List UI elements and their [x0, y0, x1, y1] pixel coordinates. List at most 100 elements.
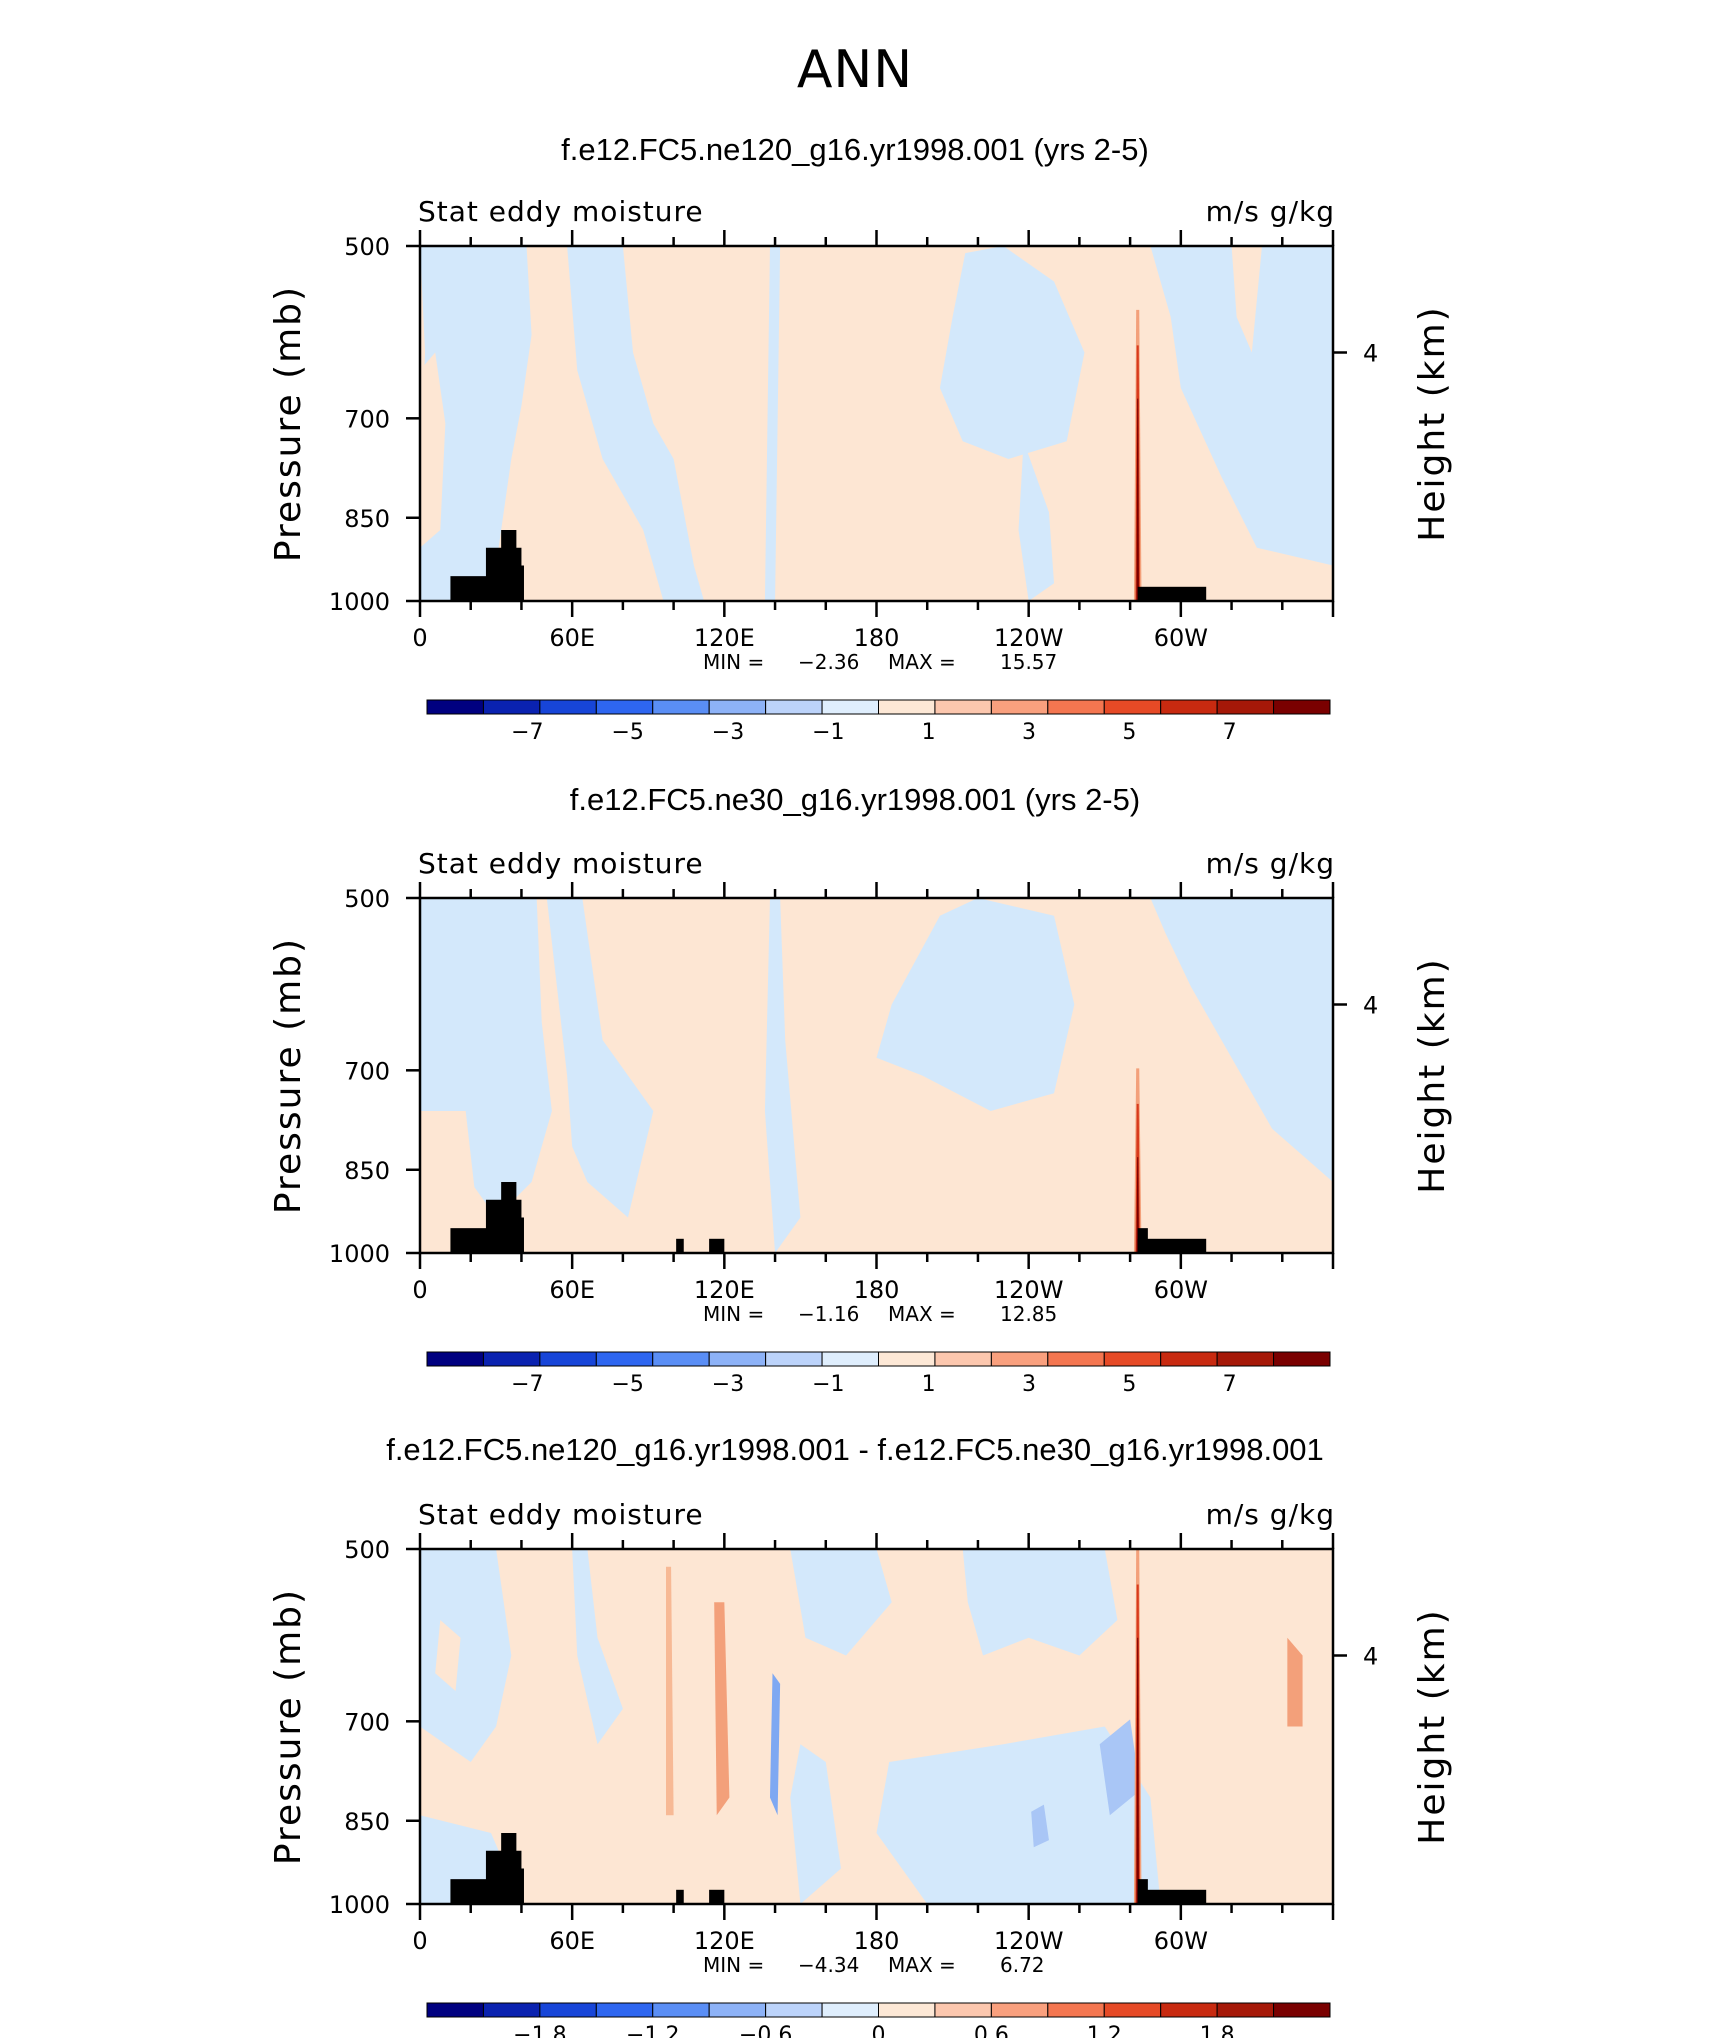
- colorbar-swatch: [1047, 2002, 1105, 2018]
- x-tick-label: 120E: [694, 624, 755, 652]
- topography: [516, 1868, 524, 1904]
- panel-title: f.e12.FC5.ne120_g16.yr1998.001 (yrs 2-5): [561, 132, 1149, 167]
- blue-region: [420, 246, 532, 601]
- plot-area: 500 700 850 1000 4 0 60E 120E 180 120W 60W Stat edd…: [268, 195, 1453, 745]
- colorbar-swatch: [482, 2002, 541, 2018]
- blue-region: [572, 1549, 623, 1745]
- accent-region: [769, 1673, 781, 1816]
- colorbar-label: 1: [922, 720, 936, 745]
- unit-label: m/s g/kg: [1206, 847, 1335, 880]
- blue-region: [790, 1549, 892, 1656]
- accent-region: [1031, 1804, 1049, 1848]
- x-tick-label: 180: [854, 1276, 900, 1304]
- topography: [516, 1217, 524, 1253]
- y-axis-label: Pressure (mb): [268, 937, 309, 1214]
- y-tick-label: 1000: [329, 1891, 390, 1919]
- colorbar-swatch: [878, 2002, 936, 2018]
- max-label: MAX =: [888, 1953, 956, 1977]
- blue-region: [764, 246, 781, 601]
- colorbar-label: −1: [812, 1372, 844, 1397]
- max-label: MAX =: [888, 1302, 956, 1326]
- y-tick-label: 850: [344, 505, 390, 533]
- right-tick-label: 4: [1363, 992, 1378, 1020]
- red-plume: [1136, 398, 1139, 601]
- colorbar-swatch: [539, 2002, 597, 2018]
- max-value: 6.72: [1000, 1953, 1045, 1977]
- colorbar-label: 1.2: [1087, 2023, 1122, 2038]
- x-tick-label: 120W: [994, 624, 1064, 652]
- colorbar-label: −3: [712, 720, 744, 745]
- orange-region: [420, 1111, 476, 1253]
- accent-region: [1287, 1637, 1303, 1727]
- contour-field: [420, 246, 1333, 601]
- colorbar-swatch: [1273, 1351, 1331, 1367]
- right-tick-label: 4: [1363, 1643, 1378, 1671]
- x-tick-label: 60E: [549, 1927, 595, 1955]
- blue-region: [567, 246, 705, 601]
- colorbar-swatch: [708, 2002, 767, 2018]
- figure-title: ANN: [796, 40, 914, 100]
- stat-label: Stat eddy moisture: [418, 847, 704, 880]
- colorbar-swatch: [934, 2002, 992, 2018]
- colorbar-label: −1.8: [513, 2023, 566, 2038]
- accent-region: [666, 1566, 674, 1816]
- y-tick-label: 500: [344, 233, 390, 261]
- x-tick-label: 0: [412, 1927, 427, 1955]
- x-tick-label: 180: [854, 1927, 900, 1955]
- colorbar-swatch: [1273, 699, 1331, 715]
- panel-title: f.e12.FC5.ne30_g16.yr1998.001 (yrs 2-5): [569, 782, 1141, 817]
- y-axis-label-right: Height (km): [1412, 1608, 1453, 1844]
- min-value: −2.36: [798, 650, 859, 674]
- topography: [501, 1182, 517, 1253]
- colorbar-label: 3: [1022, 720, 1036, 745]
- topography: [676, 1889, 684, 1904]
- topography: [709, 1889, 725, 1904]
- panel-title: f.e12.FC5.ne120_g16.yr1998.001 - f.e12.F…: [386, 1432, 1324, 1467]
- y-tick-label: 500: [344, 1536, 390, 1564]
- colorbar-label: −5: [611, 720, 643, 745]
- topography: [501, 1833, 517, 1904]
- colorbar-swatch: [1273, 2002, 1331, 2018]
- y-tick-label: 850: [344, 1808, 390, 1836]
- stat-label: Stat eddy moisture: [418, 195, 704, 228]
- topography: [501, 530, 517, 601]
- contour-field: [420, 1549, 1333, 1904]
- blue-region: [876, 1726, 1161, 1904]
- topography: [1137, 586, 1207, 601]
- red-plume: [1136, 1637, 1139, 1904]
- y-axis-label-right: Height (km): [1412, 305, 1453, 541]
- min-label: MIN =: [703, 650, 764, 674]
- contour-field: [420, 898, 1333, 1253]
- x-tick-label: 60E: [549, 1276, 595, 1304]
- colorbar-swatch: [1216, 2002, 1275, 2018]
- colorbar-label: 5: [1122, 1372, 1136, 1397]
- min-value: −4.34: [798, 1953, 859, 1977]
- topography: [516, 565, 524, 601]
- blue-region: [764, 898, 801, 1253]
- blue-region: [876, 898, 1075, 1111]
- stat-label: Stat eddy moisture: [418, 1498, 704, 1531]
- colorbar-swatch: [765, 2002, 823, 2018]
- colorbar-label: −7: [511, 720, 543, 745]
- y-tick-label: 850: [344, 1157, 390, 1185]
- topography: [1137, 1889, 1207, 1904]
- colorbar-label: 1.8: [1200, 2023, 1235, 2038]
- colorbar-swatch: [595, 2002, 654, 2018]
- topography: [1137, 1879, 1148, 1904]
- y-tick-label: 700: [344, 405, 390, 433]
- blue-region: [1150, 898, 1333, 1182]
- plot-area: 500 700 850 1000 4 0 60E 120E 180 120W 60W Stat edd…: [268, 1498, 1453, 2038]
- y-axis-label: Pressure (mb): [268, 285, 309, 562]
- max-label: MAX =: [888, 650, 956, 674]
- x-tick-label: 60W: [1154, 624, 1208, 652]
- y-tick-label: 700: [344, 1708, 390, 1736]
- accent-region: [1099, 1719, 1141, 1816]
- y-tick-label: 1000: [329, 1240, 390, 1268]
- colorbar-label: 7: [1223, 720, 1237, 745]
- x-tick-label: 120W: [994, 1927, 1064, 1955]
- x-tick-label: 0: [412, 1276, 427, 1304]
- colorbar-label: 1: [922, 1372, 936, 1397]
- orange-region: [1231, 246, 1262, 353]
- colorbar-label: −0.6: [739, 2023, 792, 2038]
